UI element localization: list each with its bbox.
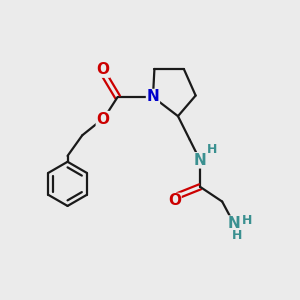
Text: H: H [207,143,218,157]
Text: O: O [96,62,110,77]
Text: N: N [147,89,159,104]
Text: H: H [232,230,242,242]
Text: N: N [227,216,240,231]
Text: N: N [194,153,206,168]
Text: O: O [96,112,110,127]
Text: O: O [168,194,181,208]
Text: H: H [242,214,252,227]
